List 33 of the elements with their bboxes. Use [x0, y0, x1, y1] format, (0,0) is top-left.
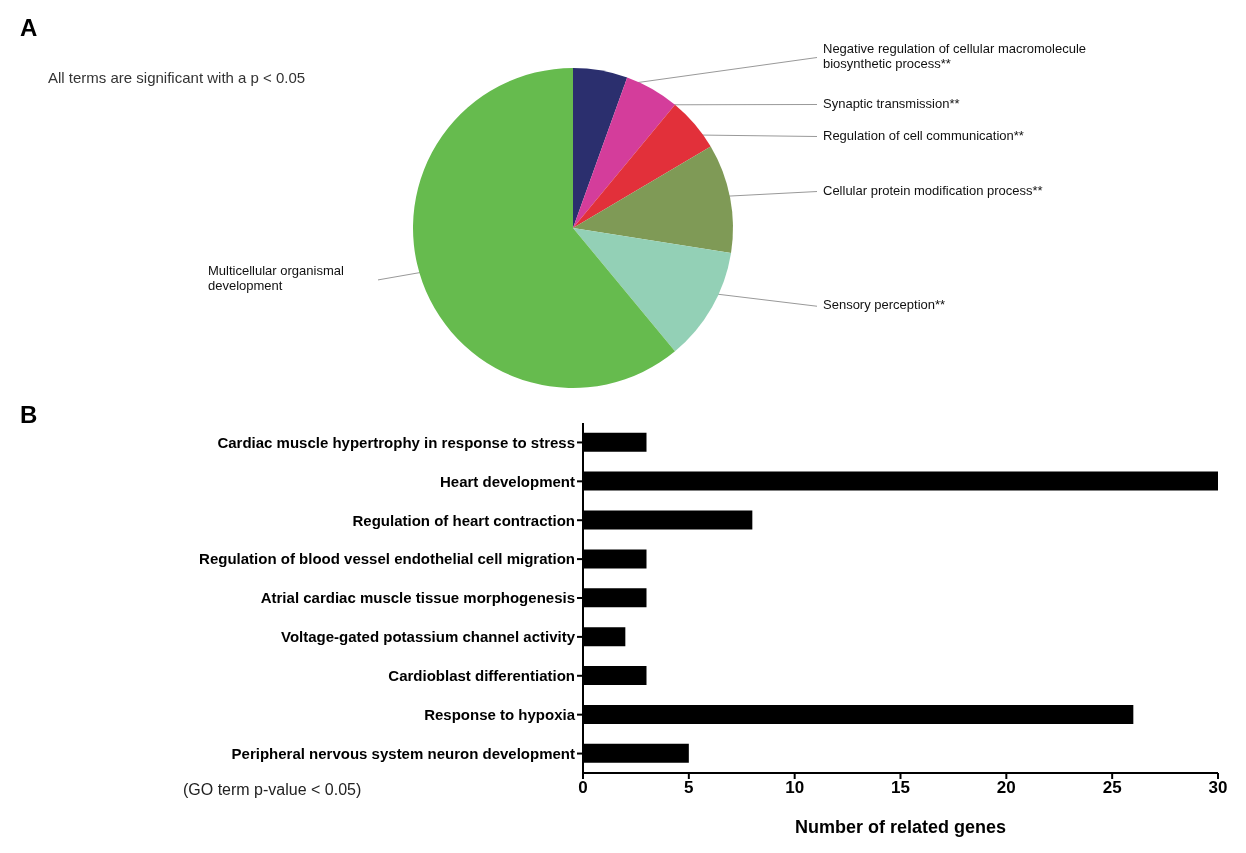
- text: B: [20, 401, 38, 428]
- slice-label: Cellular protein modification process**: [823, 182, 1043, 198]
- y-tick-label: Voltage-gated potassium channel activity: [281, 628, 576, 646]
- x-tick-label: 25: [1102, 778, 1122, 798]
- text: A: [20, 14, 38, 41]
- x-axis-title: Number of related genes: [794, 817, 1007, 837]
- x-tick-label: 15: [891, 778, 910, 798]
- pie-slice: [573, 77, 675, 228]
- y-tick-label: Response to hypoxia: [424, 705, 576, 723]
- y-tick-label: Regulation of heart contraction: [352, 511, 575, 529]
- y-tick-label: Cardioblast differentiation: [388, 667, 575, 685]
- y-tick-label: Atrial cardiac muscle tissue morphogenesis: [260, 589, 575, 607]
- x-tick-label: 0: [578, 778, 588, 798]
- text: All terms are significant with a p < 0.05: [48, 69, 306, 86]
- slice-label: Sensory perception**: [823, 297, 946, 313]
- y-tick-label: Regulation of blood vessel endothelial cell migration: [199, 550, 575, 568]
- y-tick-label: Peripheral nervous system neuron development: [231, 744, 575, 762]
- x-tick-label: 20: [996, 778, 1016, 798]
- x-tick-label: 5: [684, 778, 694, 798]
- pie-slice: [413, 68, 675, 388]
- slice-label: Negative regulation of cellular macromolecule biosynthetic process**: [823, 41, 1087, 72]
- slice-label: Regulation of cell communication**: [823, 127, 1024, 143]
- pie-slice: [573, 68, 628, 228]
- y-tick-label: Cardiac muscle hypertrophy in response to stress: [217, 433, 575, 451]
- text: (GO term p-value < 0.05): [183, 781, 362, 798]
- x-tick-label: 30: [1208, 778, 1228, 798]
- pie-slice: [573, 146, 733, 254]
- slice-label: Synaptic transmission**: [823, 95, 960, 111]
- pie-slice: [573, 104, 711, 228]
- x-tick-label: 10: [785, 778, 805, 798]
- y-tick-label: Heart development: [439, 472, 575, 490]
- pie-slice: [573, 228, 732, 352]
- slice-label: Multicellular organismal development: [208, 263, 344, 294]
